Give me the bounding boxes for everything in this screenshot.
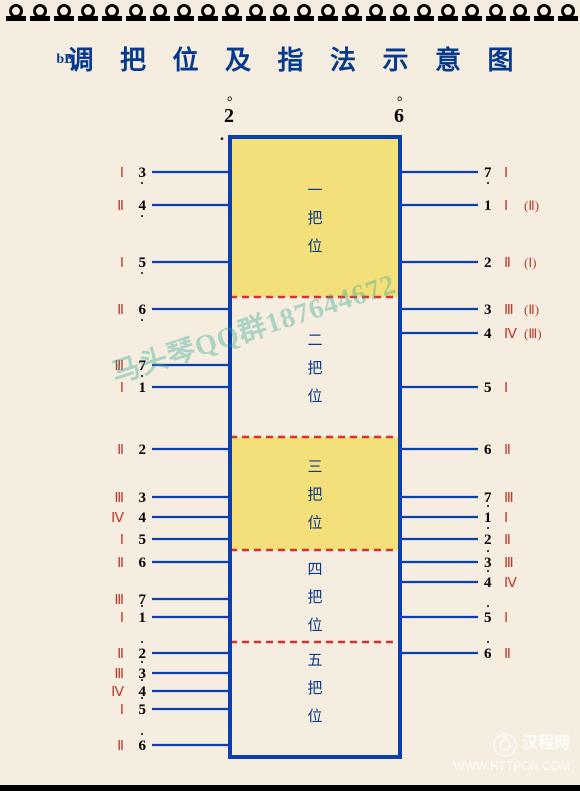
svg-text:Ⅱ: Ⅱ <box>504 647 511 662</box>
svg-text:•: • <box>141 316 144 325</box>
svg-text:Ⅱ: Ⅱ <box>504 256 511 271</box>
svg-text:把: 把 <box>307 589 322 606</box>
svg-text:四: 四 <box>307 562 322 578</box>
svg-text:4: 4 <box>139 510 147 526</box>
svg-text:•: • <box>141 676 144 685</box>
svg-text:•: • <box>487 638 490 647</box>
svg-text:位: 位 <box>307 617 322 634</box>
page-title: bB调 把 位 及 指 法 示 意 图 <box>0 40 580 77</box>
svg-text:Ⅲ: Ⅲ <box>504 303 514 318</box>
svg-text:•: • <box>141 658 144 667</box>
svg-text:•: • <box>487 179 490 188</box>
svg-text:3: 3 <box>484 302 492 318</box>
title-main: 调 把 位 及 指 法 示 意 图 <box>68 46 524 75</box>
svg-text:把: 把 <box>307 487 322 504</box>
svg-text:•: • <box>141 730 144 739</box>
svg-text:位: 位 <box>307 388 322 405</box>
svg-text:Ⅰ: Ⅰ <box>120 166 124 181</box>
svg-text:5: 5 <box>484 610 492 626</box>
svg-text:5: 5 <box>139 532 147 548</box>
svg-text:Ⅰ: Ⅰ <box>120 533 124 548</box>
svg-text:(Ⅲ): (Ⅲ) <box>524 326 542 341</box>
svg-text:1: 1 <box>139 380 147 396</box>
svg-text:Ⅲ: Ⅲ <box>504 556 514 571</box>
svg-text:Ⅳ: Ⅳ <box>111 685 124 700</box>
svg-text:•: • <box>487 567 490 576</box>
svg-text:Ⅰ: Ⅰ <box>120 611 124 626</box>
svg-text:Ⅰ: Ⅰ <box>120 381 124 396</box>
diagram-container: 。 2 . 。 6 . 3•Ⅰ4•Ⅱ5•Ⅰ6•Ⅱ7•Ⅲ1Ⅰ2Ⅱ3Ⅲ4Ⅳ5Ⅰ6Ⅱ7… <box>10 77 570 777</box>
svg-text:位: 位 <box>307 708 322 725</box>
svg-text:2: 2 <box>484 255 492 271</box>
svg-text:2: 2 <box>484 532 492 548</box>
svg-text:•: • <box>141 179 144 188</box>
svg-text:•: • <box>141 602 144 611</box>
site-watermark: 汉程网 WWW.HTTPCN.COM <box>453 731 570 773</box>
svg-text:•: • <box>141 269 144 278</box>
svg-text:(Ⅱ): (Ⅱ) <box>524 198 539 213</box>
svg-text:1: 1 <box>139 610 147 626</box>
svg-text:Ⅲ: Ⅲ <box>114 491 124 506</box>
svg-text:把: 把 <box>307 210 322 227</box>
svg-text:3: 3 <box>139 490 147 506</box>
svg-text:把: 把 <box>307 680 322 697</box>
svg-text:Ⅰ: Ⅰ <box>504 611 508 626</box>
site-logo-icon <box>491 731 519 759</box>
svg-text:Ⅱ: Ⅱ <box>117 199 124 214</box>
svg-text:Ⅰ: Ⅰ <box>504 511 508 526</box>
svg-text:Ⅲ: Ⅲ <box>504 491 514 506</box>
svg-text:6: 6 <box>139 738 147 754</box>
svg-text:4: 4 <box>484 326 492 342</box>
svg-text:Ⅱ: Ⅱ <box>117 556 124 571</box>
svg-text:•: • <box>141 212 144 221</box>
svg-text:Ⅲ: Ⅲ <box>114 593 124 608</box>
svg-text:(Ⅰ): (Ⅰ) <box>524 255 537 270</box>
svg-text:Ⅱ: Ⅱ <box>117 647 124 662</box>
svg-text:(Ⅱ): (Ⅱ) <box>524 302 539 317</box>
border-pattern <box>0 0 580 22</box>
svg-text:位: 位 <box>307 238 322 255</box>
svg-text:Ⅱ: Ⅱ <box>117 739 124 754</box>
svg-text:Ⅰ: Ⅰ <box>120 256 124 271</box>
svg-text:6: 6 <box>484 646 492 662</box>
svg-text:2: 2 <box>139 442 147 458</box>
svg-text:Ⅳ: Ⅳ <box>504 327 517 342</box>
svg-text:Ⅲ: Ⅲ <box>114 359 124 374</box>
svg-text:位: 位 <box>307 515 322 532</box>
svg-text:把: 把 <box>307 360 322 377</box>
svg-text:6: 6 <box>484 442 492 458</box>
svg-text:•: • <box>487 547 490 556</box>
svg-text:Ⅱ: Ⅱ <box>504 533 511 548</box>
svg-text:Ⅰ: Ⅰ <box>504 199 508 214</box>
svg-text:Ⅰ: Ⅰ <box>504 166 508 181</box>
svg-text:•: • <box>487 602 490 611</box>
svg-text:4: 4 <box>484 575 492 591</box>
svg-text:Ⅱ: Ⅱ <box>117 443 124 458</box>
svg-text:5: 5 <box>484 380 492 396</box>
svg-text:五: 五 <box>307 653 322 669</box>
svg-text:三: 三 <box>307 460 322 476</box>
svg-text:二: 二 <box>307 333 322 349</box>
svg-text:Ⅰ: Ⅰ <box>504 381 508 396</box>
svg-text:•: • <box>487 502 490 511</box>
svg-text:Ⅱ: Ⅱ <box>117 303 124 318</box>
svg-text:Ⅳ: Ⅳ <box>504 576 517 591</box>
svg-text:Ⅱ: Ⅱ <box>504 443 511 458</box>
svg-text:6: 6 <box>139 555 147 571</box>
svg-text:Ⅰ: Ⅰ <box>120 703 124 718</box>
svg-text:1: 1 <box>484 198 492 214</box>
svg-text:5: 5 <box>139 702 147 718</box>
svg-text:•: • <box>141 694 144 703</box>
svg-text:•: • <box>487 524 490 533</box>
site-url: WWW.HTTPCN.COM <box>453 759 570 773</box>
fingerboard-diagram: 3•Ⅰ4•Ⅱ5•Ⅰ6•Ⅱ7•Ⅲ1Ⅰ2Ⅱ3Ⅲ4Ⅳ5Ⅰ6Ⅱ7Ⅲ1•Ⅰ2•Ⅱ3•Ⅲ4•… <box>10 77 570 777</box>
svg-text:Ⅳ: Ⅳ <box>111 511 124 526</box>
site-name: 汉程网 <box>522 735 570 752</box>
svg-text:一: 一 <box>307 183 322 199</box>
svg-text:•: • <box>141 638 144 647</box>
top-decorative-border <box>0 0 580 22</box>
bottom-edge <box>0 785 580 791</box>
svg-text:Ⅲ: Ⅲ <box>114 667 124 682</box>
